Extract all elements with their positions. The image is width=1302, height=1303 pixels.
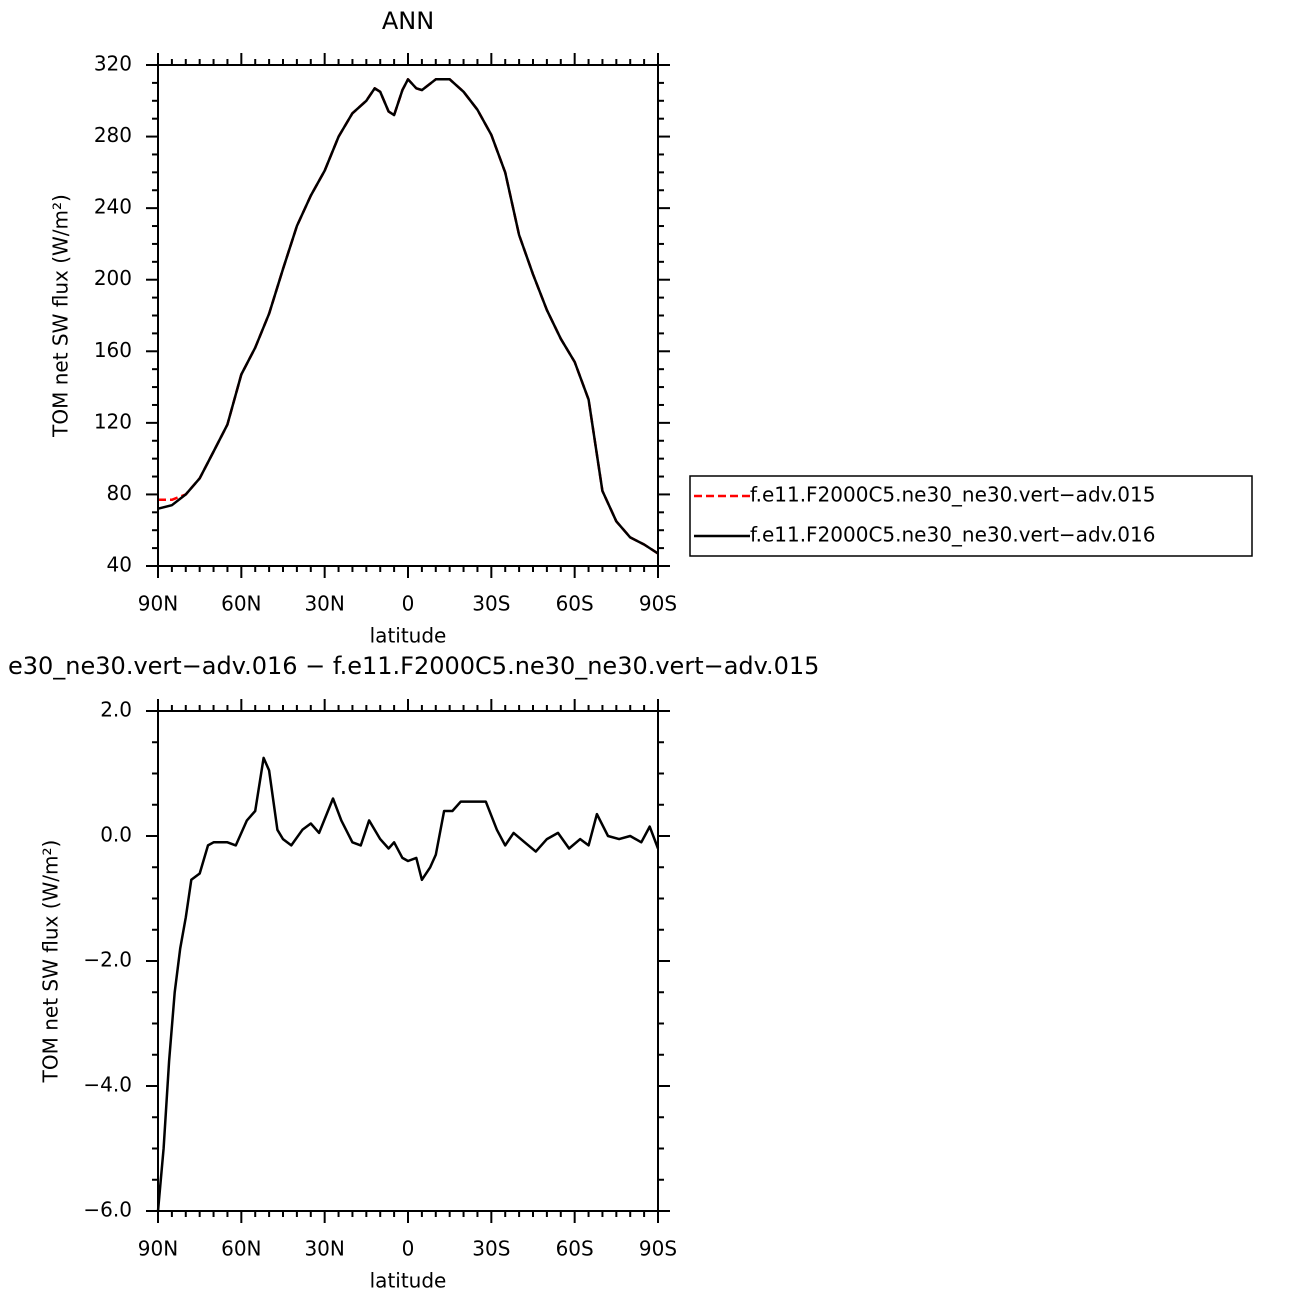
legend-box (689, 475, 1253, 557)
plot-frame (157, 64, 659, 567)
x-tick-label: 30S (472, 592, 510, 616)
x-tick-label: 90S (639, 1237, 677, 1261)
x-tick-label: 90N (138, 1237, 178, 1261)
y-tick-label: 0.0 (100, 823, 132, 847)
x-tick-label: 30N (304, 1237, 344, 1261)
plot-frame (157, 710, 659, 1212)
chart-title: ANN (382, 7, 434, 35)
y-tick-label: 320 (94, 52, 132, 76)
x-tick-label: 30N (304, 592, 344, 616)
x-axis-label: latitude (370, 624, 447, 648)
y-tick-label: 80 (107, 481, 132, 505)
series-line (158, 78, 659, 555)
y-tick-label: 280 (94, 123, 132, 147)
x-tick-label: 0 (402, 592, 415, 616)
y-tick-label: 240 (94, 195, 132, 219)
y-tick-label: 40 (107, 553, 132, 577)
series-line (156, 756, 660, 1212)
y-tick-label: −6.0 (83, 1198, 132, 1222)
chart-title: e30_ne30.vert−adv.016 − f.e11.F2000C5.ne… (8, 652, 819, 680)
x-tick-label: 0 (402, 1237, 415, 1261)
y-tick-label: −2.0 (83, 948, 132, 972)
y-tick-label: 120 (94, 409, 132, 433)
series-line (157, 78, 659, 555)
x-tick-label: 60S (556, 592, 594, 616)
y-tick-label: 200 (94, 266, 132, 290)
legend-label: f.e11.F2000C5.ne30_ne30.vert−adv.015 (750, 483, 1155, 507)
x-axis-label: latitude (370, 1269, 447, 1293)
y-axis-label: TOM net SW flux (W/m²) (39, 840, 63, 1084)
x-tick-label: 30S (472, 1237, 510, 1261)
x-tick-label: 60S (556, 1237, 594, 1261)
y-tick-label: 160 (94, 338, 132, 362)
y-axis-label: TOM net SW flux (W/m²) (49, 194, 73, 438)
x-tick-label: 60N (221, 1237, 261, 1261)
x-tick-label: 60N (221, 592, 261, 616)
x-tick-label: 90N (138, 592, 178, 616)
x-tick-label: 90S (639, 592, 677, 616)
legend-label: f.e11.F2000C5.ne30_ne30.vert−adv.016 (750, 523, 1155, 547)
y-tick-label: 2.0 (100, 698, 132, 722)
y-tick-label: −4.0 (83, 1073, 132, 1097)
